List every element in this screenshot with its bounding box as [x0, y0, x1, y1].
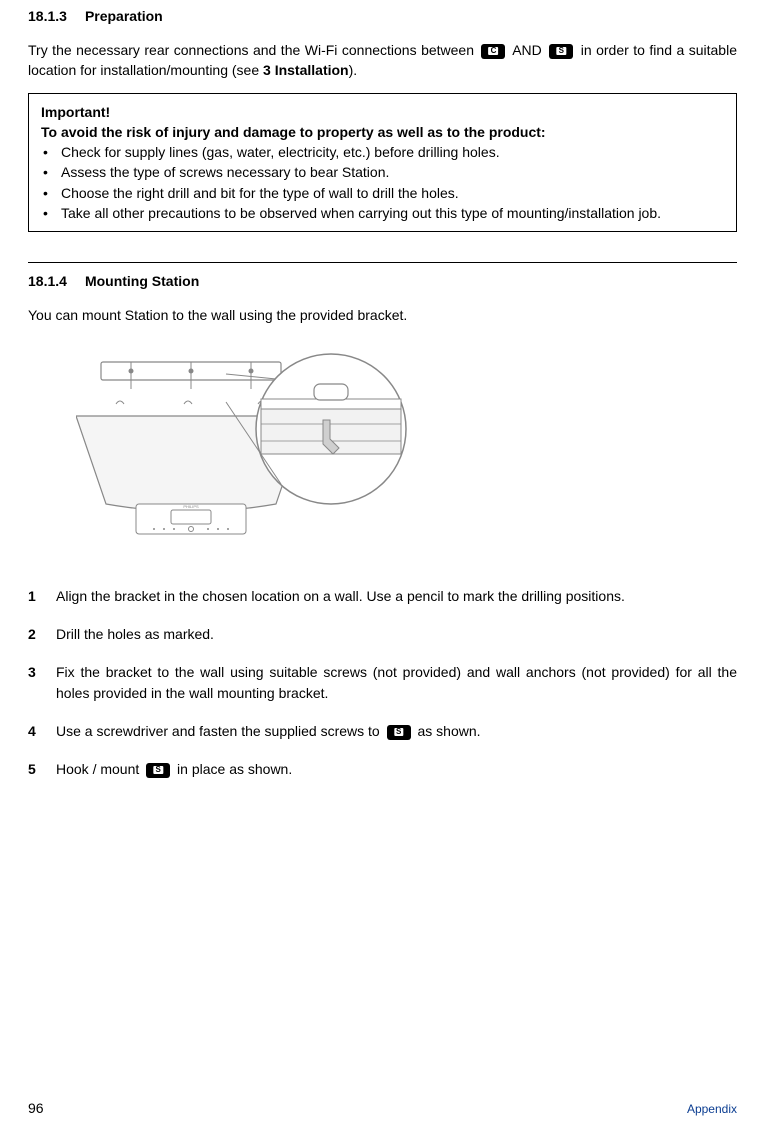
important-callout: Important! To avoid the risk of injury a…	[28, 93, 737, 233]
preparation-intro: Try the necessary rear connections and t…	[28, 40, 737, 81]
important-bullet: Choose the right drill and bit for the t…	[41, 183, 724, 203]
important-bullets: Check for supply lines (gas, water, elec…	[41, 142, 724, 223]
mounting-intro: You can mount Station to the wall using …	[28, 305, 737, 325]
section-number: 18.1.3	[28, 8, 67, 24]
important-subtitle: To avoid the risk of injury and damage t…	[41, 122, 724, 142]
step-item: 4 Use a screwdriver and fasten the suppli…	[28, 721, 737, 741]
station-icon	[549, 44, 573, 59]
step-text: Fix the bracket to the wall using suitab…	[56, 664, 737, 700]
step-item: 1 Align the bracket in the chosen locatio…	[28, 586, 737, 606]
section-heading-preparation: 18.1.3 Preparation	[28, 8, 737, 24]
device-svg: PHILIPS	[76, 344, 416, 564]
page-number: 96	[28, 1100, 44, 1116]
step-number: 1	[28, 586, 36, 606]
section-title: Preparation	[85, 8, 163, 24]
step-number: 2	[28, 624, 36, 644]
step-item: 2 Drill the holes as marked.	[28, 624, 737, 644]
step-text: Use a screwdriver and fasten the supplie…	[56, 723, 481, 739]
page-footer: 96 Appendix	[28, 1100, 737, 1116]
mounting-steps: 1 Align the bracket in the chosen locatio…	[28, 586, 737, 780]
svg-text:PHILIPS: PHILIPS	[183, 504, 199, 509]
step-number: 3	[28, 662, 36, 682]
step-item: 5 Hook / mount in place as shown.	[28, 759, 737, 779]
important-title: Important!	[41, 102, 724, 122]
important-bullet: Assess the type of screws necessary to b…	[41, 162, 724, 182]
center-icon	[481, 44, 505, 59]
step-text: Hook / mount in place as shown.	[56, 761, 292, 777]
mounting-diagram: PHILIPS	[76, 344, 416, 564]
station-icon	[146, 763, 170, 778]
important-bullet: Take all other precautions to be observe…	[41, 203, 724, 223]
section-heading-mounting: 18.1.4 Mounting Station	[28, 273, 737, 289]
footer-label: Appendix	[687, 1102, 737, 1116]
station-icon	[387, 725, 411, 740]
step-item: 3 Fix the bracket to the wall using suita…	[28, 662, 737, 703]
important-bullet: Check for supply lines (gas, water, elec…	[41, 142, 724, 162]
section-number: 18.1.4	[28, 273, 67, 289]
section-title: Mounting Station	[85, 273, 199, 289]
step-number: 4	[28, 721, 36, 741]
step-text: Align the bracket in the chosen location…	[56, 588, 625, 604]
step-text: Drill the holes as marked.	[56, 626, 214, 642]
section-divider	[28, 262, 737, 263]
step-number: 5	[28, 759, 36, 779]
